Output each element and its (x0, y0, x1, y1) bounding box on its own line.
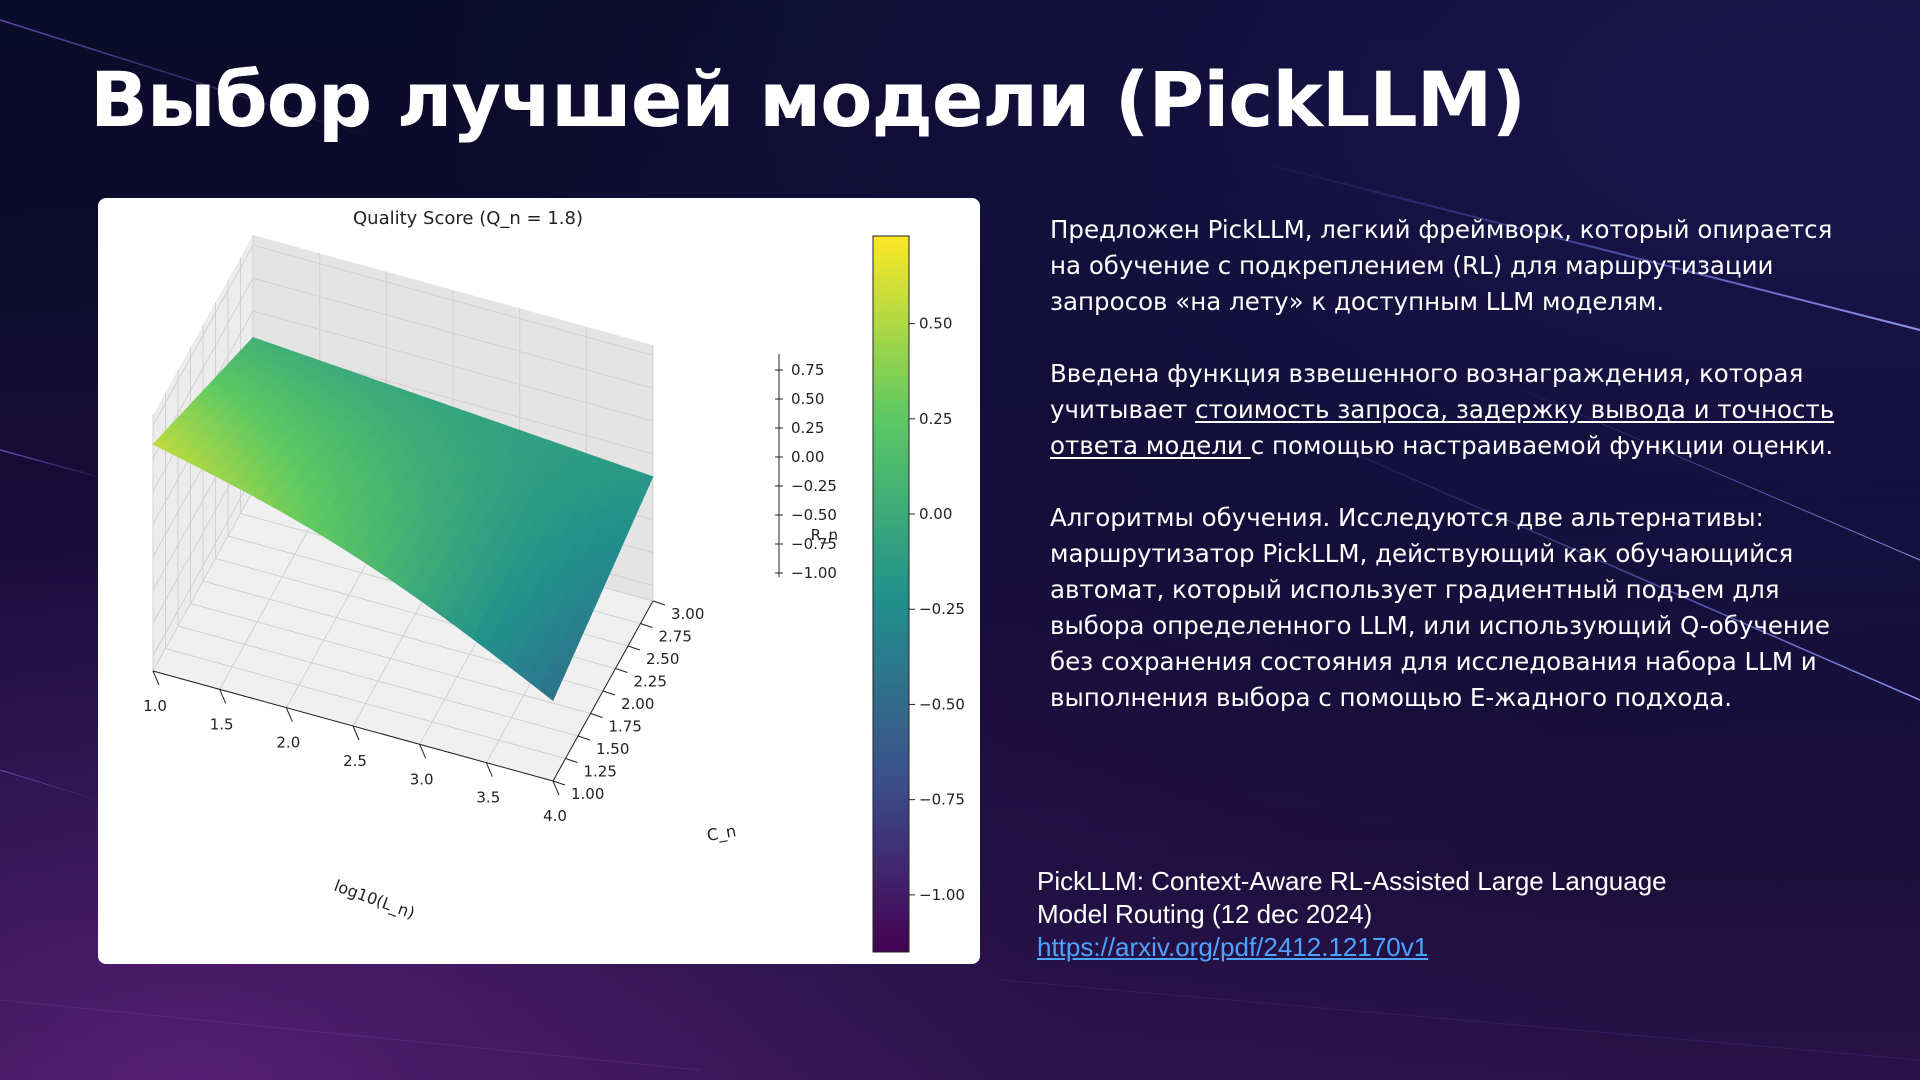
y-axis-line (552, 600, 654, 782)
y-tick-label: 2.25 (634, 673, 667, 691)
colorbar-tick-label: 0.50 (919, 315, 952, 333)
z-tick-label: 0.25 (791, 419, 824, 437)
paragraph-reward: Введена функция взвешенного вознагражден… (1050, 359, 1835, 460)
x-tick-label: 4.0 (543, 807, 567, 825)
y-tick (652, 600, 666, 606)
y-tick-label: 1.75 (609, 718, 642, 736)
paragraph-pickllm: Предложен PickLLM, легкий фреймворк, кот… (1050, 215, 1833, 316)
y-tick (577, 735, 591, 741)
surface-chart: Quality Score (Q_n = 1.8) 1.0 1.5 2.0 2.5 3.… (143, 208, 965, 953)
z-tick-label: −0.25 (791, 477, 837, 495)
x-axis-line (152, 670, 554, 782)
y-tick-label: 2.00 (621, 695, 654, 713)
y-tick-label: 2.75 (659, 628, 692, 646)
y-tick (590, 713, 603, 718)
colorbar-tick-label: 0.25 (919, 410, 952, 428)
y-tick (627, 645, 641, 651)
y-tick-label: 1.50 (596, 740, 629, 758)
chart-title: Quality Score (Q_n = 1.8) (353, 208, 583, 229)
y-tick-label: 1.25 (584, 763, 617, 781)
x-tick-label: 1.0 (143, 697, 167, 715)
x-tick-label: 3.0 (410, 770, 434, 788)
y-tick (640, 623, 653, 628)
colorbar-tick-label: −0.50 (919, 695, 965, 713)
x-tick-label: 2.0 (276, 734, 300, 752)
description-text: Предложен PickLLM, легкий фреймворк, кот… (1050, 212, 1850, 752)
y-tick-label: 2.50 (646, 650, 679, 668)
surface-patch (539, 682, 557, 702)
y-tick-label: 3.00 (671, 605, 704, 623)
reference-line-2: Model Routing (12 dec 2024) (1037, 899, 1373, 929)
paper-link[interactable]: https://arxiv.org/pdf/2412.12170v1 (1037, 932, 1429, 962)
z-tick-label: 0.50 (791, 390, 824, 408)
y-tick (602, 690, 616, 696)
colorbar-tick-label: 0.00 (919, 505, 952, 523)
colorbar-tick-label: −0.75 (919, 791, 965, 809)
underlined-terms: стоимость запроса, задержку вывода и точ… (1050, 395, 1835, 460)
z-tick-label: −0.50 (791, 506, 837, 524)
x-tick-label: 2.5 (343, 752, 367, 770)
axis-ticks: 1.0 1.5 2.0 2.5 3.0 3.5 4.01.00 1.25 1.50 1.75 2.0… (143, 354, 837, 825)
z-tick-label: 0.75 (791, 361, 824, 379)
colorbar-tick-label: −0.25 (919, 600, 965, 618)
y-tick (615, 668, 628, 673)
z-tick-label: −1.00 (791, 564, 837, 582)
slide-title: Выбор лучшей модели (PickLLM) (90, 55, 1526, 144)
x-tick (285, 707, 293, 722)
chart-card: Quality Score (Q_n = 1.8) 1.0 1.5 2.0 2.5 3.… (98, 198, 980, 964)
x-tick-label: 1.5 (210, 715, 234, 733)
colorbar-ticks: 0.50 0.25 0.00 −0.25 −0.50 −0.75 −1.00 (909, 315, 965, 904)
y-tick (565, 758, 578, 763)
paper-reference: PickLLM: Context-Aware RL-Assisted Large… (1037, 865, 1797, 964)
surface-plot (152, 337, 654, 702)
x-tick (152, 670, 160, 686)
y-axis-label: C_n (705, 821, 737, 846)
x-axis-label: log10(L_n) (331, 876, 417, 924)
y-tick-label: 1.00 (571, 785, 604, 803)
z-tick-label: −0.75 (791, 535, 837, 553)
paragraph-algorithms: Алгоритмы обучения. Исследуются две альт… (1050, 503, 1830, 712)
y-tick (552, 780, 566, 786)
colorbar-tick-label: −1.00 (919, 886, 965, 904)
x-tick (352, 725, 360, 741)
reference-line-1: PickLLM: Context-Aware RL-Assisted Large… (1037, 866, 1667, 896)
x-tick-label: 3.5 (476, 789, 500, 807)
z-axis-label: R_n (811, 526, 838, 545)
z-tick-label: 0.00 (791, 448, 824, 466)
colorbar (872, 235, 910, 953)
x-tick (219, 689, 227, 704)
x-tick (419, 744, 427, 759)
x-tick (552, 780, 560, 796)
x-tick (485, 762, 493, 777)
